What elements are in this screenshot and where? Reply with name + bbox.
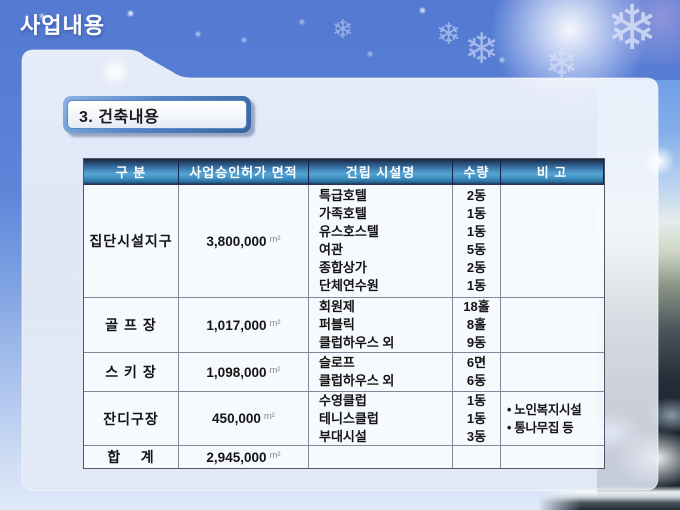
facility-name: 종합상가	[319, 260, 367, 275]
facility-name: 클럽하우스 외	[319, 373, 395, 388]
row-facilities	[309, 446, 453, 468]
facility-quantity: 1동	[466, 224, 487, 239]
area-unit: m²	[269, 317, 281, 329]
facility-name: 유스호스텔	[319, 224, 379, 239]
row-area: 3,800,000 m²	[179, 185, 309, 298]
facility-name: 클럽하우스 외	[319, 335, 395, 350]
row-area: 1,017,000 m²	[179, 298, 309, 353]
area-value: 1,017,000	[206, 317, 267, 333]
row-category: 집단시설지구	[84, 185, 179, 298]
row-quantities: 18홀 8홀 9동	[453, 298, 501, 353]
section-title-box: 3. 건축내용	[63, 96, 251, 133]
row-remarks	[501, 353, 604, 392]
remark-item: • 노인복지시설	[507, 402, 582, 417]
row-area: 1,098,000 m²	[179, 353, 309, 392]
column-header: 구 분	[84, 159, 179, 185]
facility-quantity: 1동	[466, 410, 487, 426]
table-row: 스 키 장 1,098,000 m² 슬로프 클럽하우스 외 6면 6동	[84, 353, 604, 392]
snowflake-icon: ❄	[332, 14, 354, 44]
facility-quantity: 1동	[466, 392, 487, 408]
row-area: 450,000 m²	[179, 392, 309, 446]
facility-name: 가족호텔	[319, 206, 367, 221]
facility-quantity: 9동	[466, 335, 487, 350]
facility-name: 특급호텔	[319, 188, 367, 203]
column-header: 사업승인허가 면적	[179, 159, 309, 185]
facility-name: 퍼블릭	[319, 317, 355, 332]
facility-name: 수영클럽	[319, 392, 367, 408]
facility-name: 단체연수원	[319, 278, 379, 293]
facility-quantity: 1동	[466, 278, 487, 293]
row-quantities: 1동 1동 3동	[453, 392, 501, 446]
row-remarks: • 노인복지시설 • 통나무집 등	[501, 392, 604, 446]
row-category: 골 프 장	[84, 298, 179, 353]
row-remarks	[501, 185, 604, 298]
remark-item: • 통나무집 등	[507, 420, 574, 435]
facility-quantity: 1동	[466, 206, 487, 221]
facility-name: 슬로프	[319, 355, 355, 370]
facility-quantity: 5동	[466, 242, 487, 257]
snowflake-icon: ❄	[436, 18, 462, 51]
area-unit: m²	[269, 364, 281, 376]
facility-quantity: 2동	[466, 260, 487, 275]
construction-table: 구 분 사업승인허가 면적 건립 시설명 수량 비 고 집단시설지구 3,800,000 m²…	[83, 158, 605, 469]
area-value: 2,945,000	[206, 449, 267, 465]
column-header: 비 고	[501, 159, 604, 185]
row-quantities: 2동 1동 1동 5동 2동 1동	[453, 185, 501, 298]
area-value: 1,098,000	[206, 364, 267, 380]
facility-quantity: 2동	[466, 188, 487, 203]
facility-name: 부대시설	[319, 428, 367, 444]
table-row: 합 계 2,945,000 m²	[84, 446, 604, 468]
area-value: 450,000	[212, 411, 261, 426]
facility-quantity: 8홀	[466, 317, 487, 332]
area-unit: m²	[269, 233, 281, 245]
table-header-row: 구 분 사업승인허가 면적 건립 시설명 수량 비 고	[84, 159, 604, 185]
area-unit: m²	[263, 411, 275, 422]
column-header: 수량	[453, 159, 501, 185]
facility-name: 회원제	[319, 299, 355, 314]
row-category: 스 키 장	[84, 353, 179, 392]
facility-name: 테니스클럽	[319, 410, 379, 426]
table-row: 집단시설지구 3,800,000 m² 특급호텔 가족호텔 유스호스텔 여관 종합상가 단체연수…	[84, 185, 604, 298]
column-header: 건립 시설명	[309, 159, 453, 185]
area-value: 3,800,000	[206, 233, 267, 249]
facility-quantity: 18홀	[463, 299, 490, 314]
row-quantities	[453, 446, 501, 468]
area-unit: m²	[269, 449, 281, 461]
row-category: 합 계	[84, 446, 179, 468]
facility-quantity: 6면	[466, 355, 487, 370]
facility-quantity: 3동	[466, 428, 487, 444]
facility-name: 여관	[319, 242, 343, 257]
row-remarks	[501, 446, 604, 468]
facility-quantity: 6동	[466, 373, 487, 388]
table-row: 골 프 장 1,017,000 m² 회원제 퍼블릭 클럽하우스 외 18홀 8홀 9동	[84, 298, 604, 353]
section-title-label: 3. 건축내용	[67, 100, 247, 129]
page-title: 사업내용	[20, 13, 105, 38]
row-area: 2,945,000 m²	[179, 446, 309, 468]
table-row: 잔디구장 450,000 m² 수영클럽 테니스클럽 부대시설 1동 1동 3동 • 노인복지시설…	[84, 392, 604, 446]
row-remarks	[501, 298, 604, 353]
row-quantities: 6면 6동	[453, 353, 501, 392]
row-category: 잔디구장	[84, 392, 179, 446]
